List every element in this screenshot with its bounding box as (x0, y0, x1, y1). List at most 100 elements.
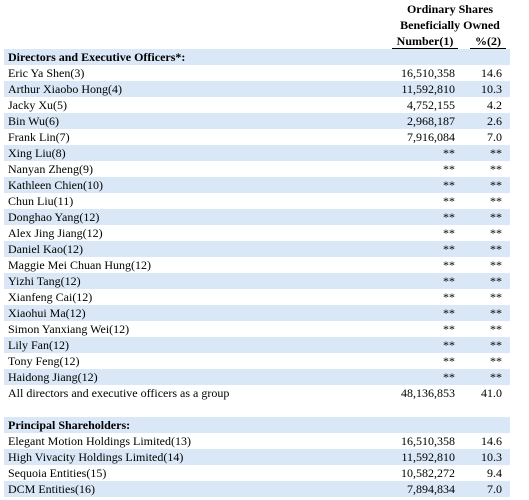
holder-name: Kathleen Chien(10) (8, 178, 103, 192)
share-number: ** (443, 354, 455, 368)
holder-name: Bin Wu(6) (8, 114, 59, 128)
holder-name: Alex Jing Jiang(12) (8, 226, 103, 240)
holder-name: Donghao Yang(12) (8, 210, 100, 224)
share-percent: 10.3 (481, 450, 502, 464)
share-percent: ** (490, 338, 502, 352)
share-number: ** (443, 162, 455, 176)
share-number: 11,592,810 (401, 450, 455, 464)
table-row: Kathleen Chien(10) ** ** (4, 177, 510, 193)
share-number: 2,968,187 (407, 114, 455, 128)
share-number: ** (443, 210, 455, 224)
table-row: All directors and executive officers as … (4, 385, 510, 401)
header-line: Ordinary Shares (406, 2, 494, 16)
share-number: 16,510,358 (401, 66, 455, 80)
table-row: High Vivacity Holdings Limited(14) 11,592… (4, 449, 510, 465)
section-row: Principal Shareholders: (4, 417, 510, 433)
column-header: %(2) (470, 34, 506, 49)
section-title: Directors and Executive Officers*: (8, 50, 186, 64)
share-percent: ** (490, 210, 502, 224)
share-number: ** (443, 306, 455, 320)
holder-name: Tony Feng(12) (8, 354, 80, 368)
share-percent: ** (490, 370, 502, 384)
holder-name: Xiaohui Ma(12) (8, 306, 86, 320)
share-number: 16,510,358 (401, 434, 455, 448)
holder-name: Jacky Xu(5) (8, 98, 67, 112)
share-percent: 2.6 (487, 114, 502, 128)
table-row: Jacky Xu(5) 4,752,155 4.2 (4, 97, 510, 113)
table-row: Lily Fan(12) ** ** (4, 337, 510, 353)
share-number: 4,752,155 (407, 98, 455, 112)
holder-name: Xing Liu(8) (8, 146, 66, 160)
holder-name: Eric Ya Shen(3) (8, 66, 85, 80)
share-percent: ** (490, 258, 502, 272)
share-percent: ** (490, 242, 502, 256)
share-number: ** (443, 274, 455, 288)
share-percent: 14.6 (481, 434, 502, 448)
holder-name: Chun Liu(11) (8, 194, 74, 208)
share-percent: ** (490, 226, 502, 240)
holder-name: Maggie Mei Chuan Hung(12) (8, 258, 151, 272)
table-row: Arthur Xiaobo Hong(4) 11,592,810 10.3 (4, 81, 510, 97)
share-percent: 7.0 (487, 482, 502, 496)
share-number: ** (443, 146, 455, 160)
table-row: Haidong Jiang(12) ** ** (4, 369, 510, 385)
holder-name: Lily Fan(12) (8, 338, 69, 352)
share-percent: 9.4 (487, 466, 502, 480)
share-percent: 4.2 (487, 98, 502, 112)
share-percent: ** (490, 194, 502, 208)
holder-name: Daniel Kao(12) (8, 242, 83, 256)
share-percent: ** (490, 354, 502, 368)
share-number: 7,916,084 (407, 130, 455, 144)
share-percent: ** (490, 178, 502, 192)
header-line: Beneficially Owned (400, 18, 500, 32)
share-percent: 7.0 (487, 130, 502, 144)
holder-name: High Vivacity Holdings Limited(14) (8, 450, 184, 464)
table-row: DCM Entities(16) 7,894,834 7.0 (4, 481, 510, 497)
share-percent: ** (490, 322, 502, 336)
table-row: Daniel Kao(12) ** ** (4, 241, 510, 257)
table-row: Bin Wu(6) 2,968,187 2.6 (4, 113, 510, 129)
holder-name: Frank Lin(7) (8, 130, 70, 144)
share-percent: 41.0 (481, 386, 502, 400)
table-row: Eric Ya Shen(3) 16,510,358 14.6 (4, 65, 510, 81)
table-row: Chun Liu(11) ** ** (4, 193, 510, 209)
table-row: Xianfeng Cai(12) ** ** (4, 289, 510, 305)
share-number: ** (443, 338, 455, 352)
holder-name: Simon Yanxiang Wei(12) (8, 322, 130, 336)
table-row: Alex Jing Jiang(12) ** ** (4, 225, 510, 241)
share-number: ** (443, 178, 455, 192)
table-row: Elegant Motion Holdings Limited(13) 16,51… (4, 433, 510, 449)
share-number: 7,894,834 (407, 482, 455, 496)
holder-name: DCM Entities(16) (8, 482, 95, 496)
holder-name: Elegant Motion Holdings Limited(13) (8, 434, 191, 448)
column-header: Number(1) (392, 34, 458, 49)
table-row: Frank Lin(7) 7,916,084 7.0 (4, 129, 510, 145)
share-number: ** (443, 242, 455, 256)
share-number: ** (443, 194, 455, 208)
share-percent: ** (490, 274, 502, 288)
section-title: Principal Shareholders: (8, 418, 131, 432)
table-row: Nanyan Zheng(9) ** ** (4, 161, 510, 177)
share-number: 48,136,853 (401, 386, 455, 400)
share-number: ** (443, 258, 455, 272)
share-percent: ** (490, 306, 502, 320)
holder-name: All directors and executive officers as … (8, 386, 230, 400)
table-row: Xing Liu(8) ** ** (4, 145, 510, 161)
table-row: Xiaohui Ma(12) ** ** (4, 305, 510, 321)
holder-name: Haidong Jiang(12) (8, 370, 98, 384)
share-percent: ** (490, 146, 502, 160)
table-row: Sequoia Entities(15) 10,582,272 9.4 (4, 465, 510, 481)
table-row: Yizhi Tang(12) ** ** (4, 273, 510, 289)
share-number: ** (443, 322, 455, 336)
share-number: ** (443, 226, 455, 240)
share-percent: ** (490, 162, 502, 176)
share-number: 11,592,810 (401, 82, 455, 96)
holder-name: Sequoia Entities(15) (8, 466, 107, 480)
table-row: Tony Feng(12) ** ** (4, 353, 510, 369)
share-number: ** (443, 370, 455, 384)
holder-name: Nanyan Zheng(9) (8, 162, 93, 176)
share-number: ** (443, 290, 455, 304)
table-row: Donghao Yang(12) ** ** (4, 209, 510, 225)
table-row: Maggie Mei Chuan Hung(12) ** ** (4, 257, 510, 273)
